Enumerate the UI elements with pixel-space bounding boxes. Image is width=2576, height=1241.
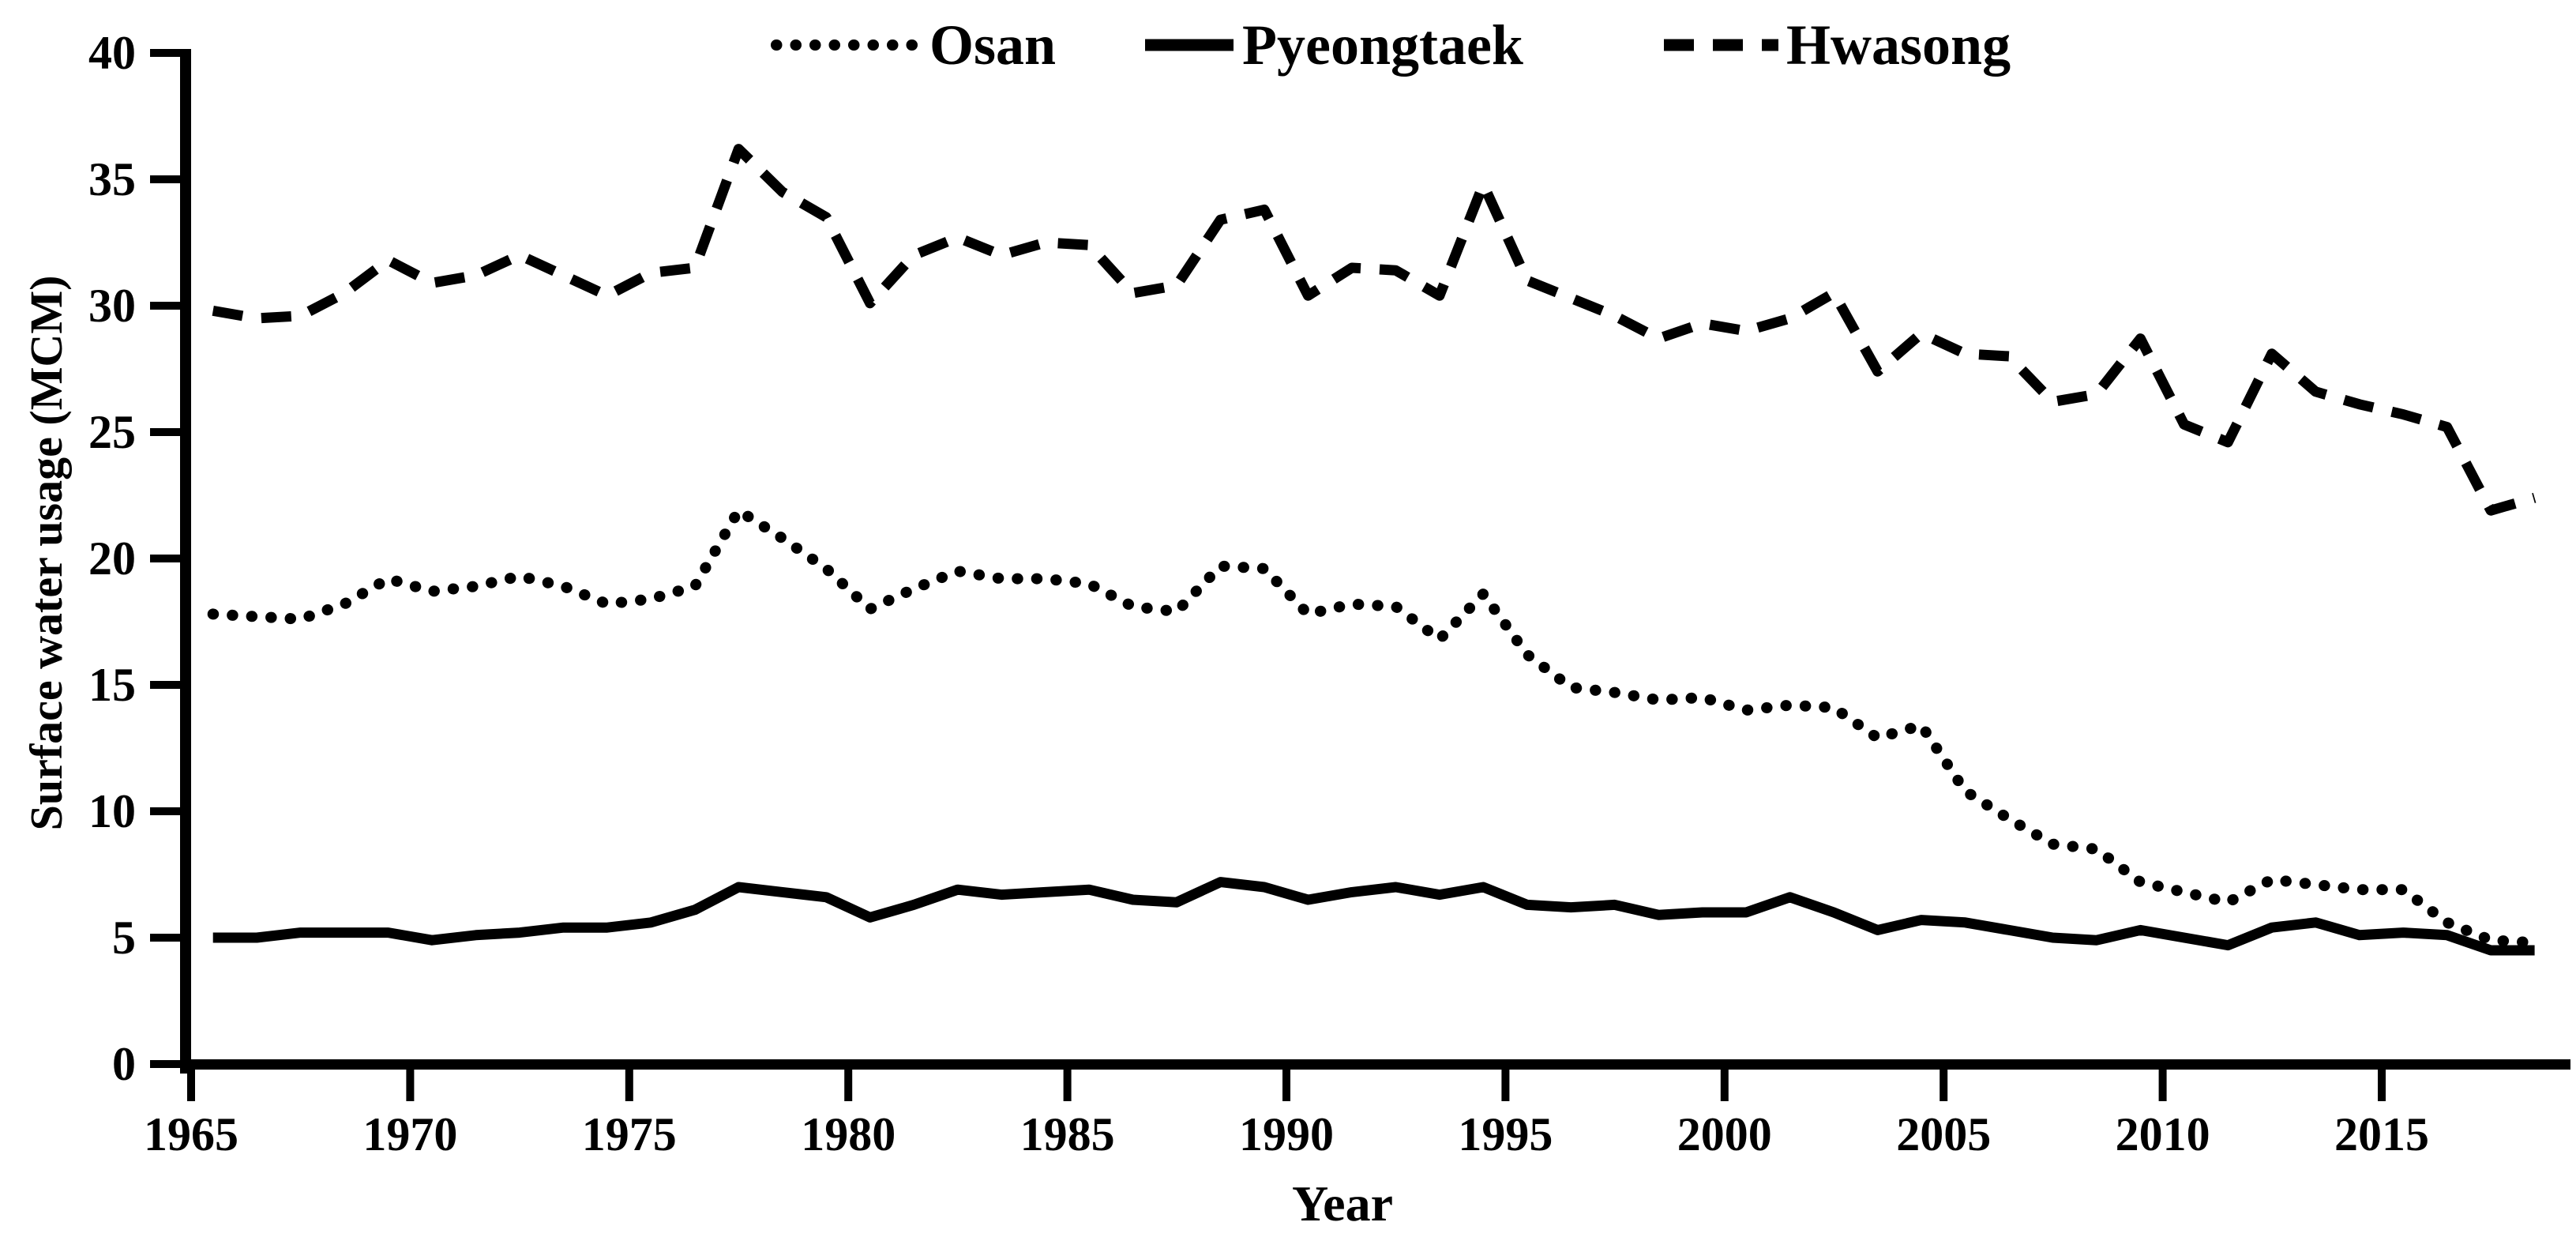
x-tick-label: 1970 — [362, 1108, 457, 1160]
x-tick-label: 1995 — [1458, 1108, 1553, 1160]
axes — [150, 49, 2570, 1101]
y-tick-label: 40 — [88, 27, 136, 79]
y-axis-tick-labels: 0 5 10 15 20 25 30 35 40 — [88, 27, 136, 1090]
y-tick-mark — [150, 49, 180, 57]
y-tick-label: 15 — [88, 659, 136, 711]
y-tick-mark — [150, 302, 180, 310]
x-tick-mark — [1282, 1070, 1290, 1101]
y-tick-mark — [150, 807, 180, 815]
x-tick-mark — [1063, 1070, 1072, 1101]
x-tick-mark — [187, 1070, 195, 1101]
x-tick-label: 1990 — [1239, 1108, 1334, 1160]
y-tick-label: 10 — [88, 785, 136, 837]
legend: Osan Pyeongtaek Hwasong — [771, 13, 2011, 77]
x-tick-mark — [625, 1070, 633, 1101]
y-axis-spine — [180, 49, 191, 1074]
x-tick-mark — [1720, 1070, 1729, 1101]
x-tick-label: 2005 — [1896, 1108, 1991, 1160]
legend-label: Pyeongtaek — [1242, 13, 1523, 77]
legend-item-hwasong: Hwasong — [1664, 13, 2011, 77]
x-tick-mark — [406, 1070, 415, 1101]
x-tick-label: 1965 — [144, 1108, 238, 1160]
series-lines — [207, 144, 2540, 956]
series-line-pyeongtaek — [212, 877, 2535, 956]
legend-label: Osan — [929, 13, 1056, 77]
y-tick-mark — [150, 175, 180, 183]
y-tick-label: 35 — [88, 153, 136, 205]
x-tick-label: 2000 — [1677, 1108, 1772, 1160]
x-tick-mark — [2158, 1070, 2167, 1101]
legend-item-osan: Osan — [771, 13, 1056, 77]
y-tick-label: 5 — [112, 912, 136, 964]
y-tick-mark — [150, 555, 180, 562]
y-tick-mark — [150, 681, 180, 689]
x-axis-tick-labels: 1965 1970 1975 1980 1985 1990 1995 2000 2005 2010… — [144, 1108, 2429, 1160]
y-tick-label: 30 — [88, 280, 136, 332]
x-tick-label: 1975 — [582, 1108, 677, 1160]
legend-item-pyeongtaek: Pyeongtaek — [1145, 13, 1523, 77]
y-tick-mark — [150, 428, 180, 436]
y-tick-mark — [150, 934, 180, 942]
x-tick-mark — [844, 1070, 853, 1101]
x-axis-title: Year — [1292, 1175, 1393, 1232]
legend-label: Hwasong — [1786, 13, 2011, 77]
x-tick-mark — [2378, 1070, 2386, 1101]
y-tick-label: 25 — [88, 406, 136, 458]
x-tick-label: 2015 — [2334, 1108, 2429, 1160]
x-tick-label: 2010 — [2116, 1108, 2210, 1160]
x-tick-label: 1980 — [801, 1108, 896, 1160]
x-tick-mark — [1501, 1070, 1510, 1101]
x-tick-mark — [1940, 1070, 1948, 1101]
series-line-osan — [207, 505, 2540, 949]
series-line-hwasong — [212, 144, 2537, 516]
y-tick-label: 20 — [88, 532, 136, 585]
x-axis-spine — [180, 1059, 2570, 1070]
y-tick-label: 0 — [112, 1038, 136, 1090]
x-tick-label: 1985 — [1020, 1108, 1115, 1160]
y-axis-title: Surface water usage (MCM) — [21, 276, 72, 831]
y-tick-mark — [150, 1060, 180, 1068]
